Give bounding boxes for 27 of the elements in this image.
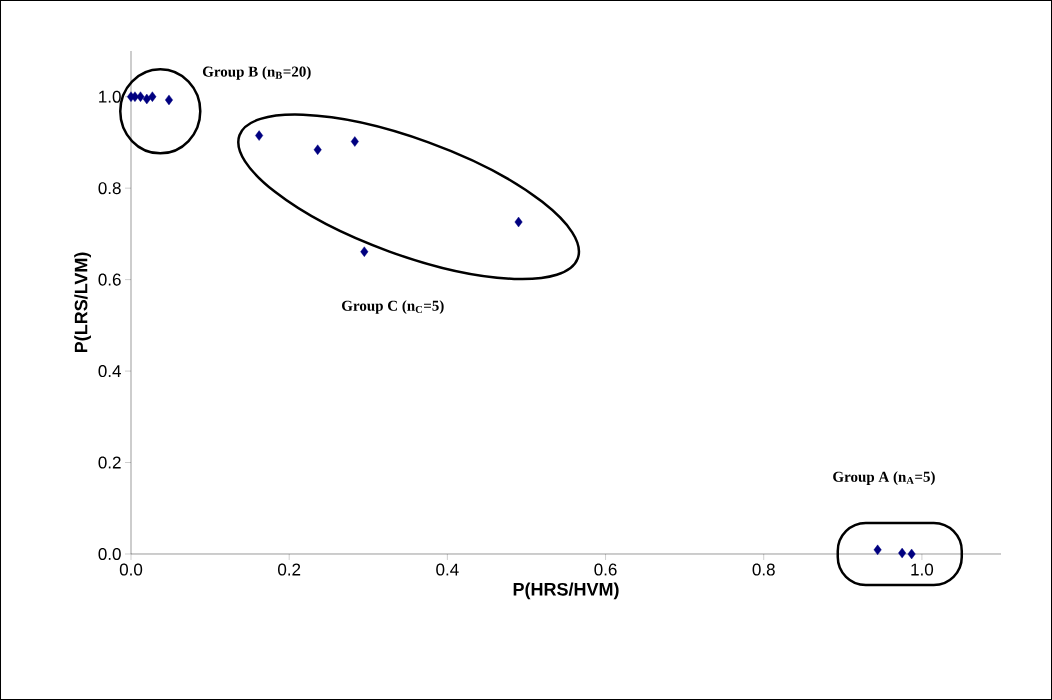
- x-tick-label: 0.8: [752, 563, 775, 576]
- y-tick-label: 1.0: [99, 90, 121, 103]
- point: [148, 91, 157, 102]
- point: [350, 136, 359, 147]
- x-tick-label: 0.2: [278, 563, 301, 576]
- point: [313, 144, 322, 155]
- x-tick-label: 0.6: [594, 563, 617, 576]
- x-tick-label: 0.0: [119, 563, 143, 576]
- annotation: Group B (n$_{B}$=20): [202, 66, 311, 80]
- annotation: Group C (n$_{C}$=5): [342, 300, 444, 314]
- point: [255, 130, 264, 141]
- y-tick-label: 0.6: [98, 273, 121, 286]
- x-tick-label: 1.0: [911, 563, 934, 576]
- point: [907, 548, 916, 560]
- x-axis-title: P(HRS/HVM): [513, 582, 619, 600]
- point: [873, 544, 882, 556]
- y-tick-label: 0.4: [98, 365, 121, 378]
- x-tick-label: 0.4: [436, 563, 459, 576]
- y-tick-label: 0.8: [98, 182, 121, 195]
- point: [136, 91, 145, 102]
- point: [360, 246, 369, 257]
- y-tick-label: 0.2: [98, 456, 121, 469]
- point: [898, 547, 907, 559]
- annotation: Group A (n$_{A}$=5): [833, 471, 935, 485]
- point: [514, 216, 523, 228]
- y-axis-title: P(LRS/LVM): [74, 252, 91, 353]
- y-tick-label: 0.0: [98, 547, 121, 561]
